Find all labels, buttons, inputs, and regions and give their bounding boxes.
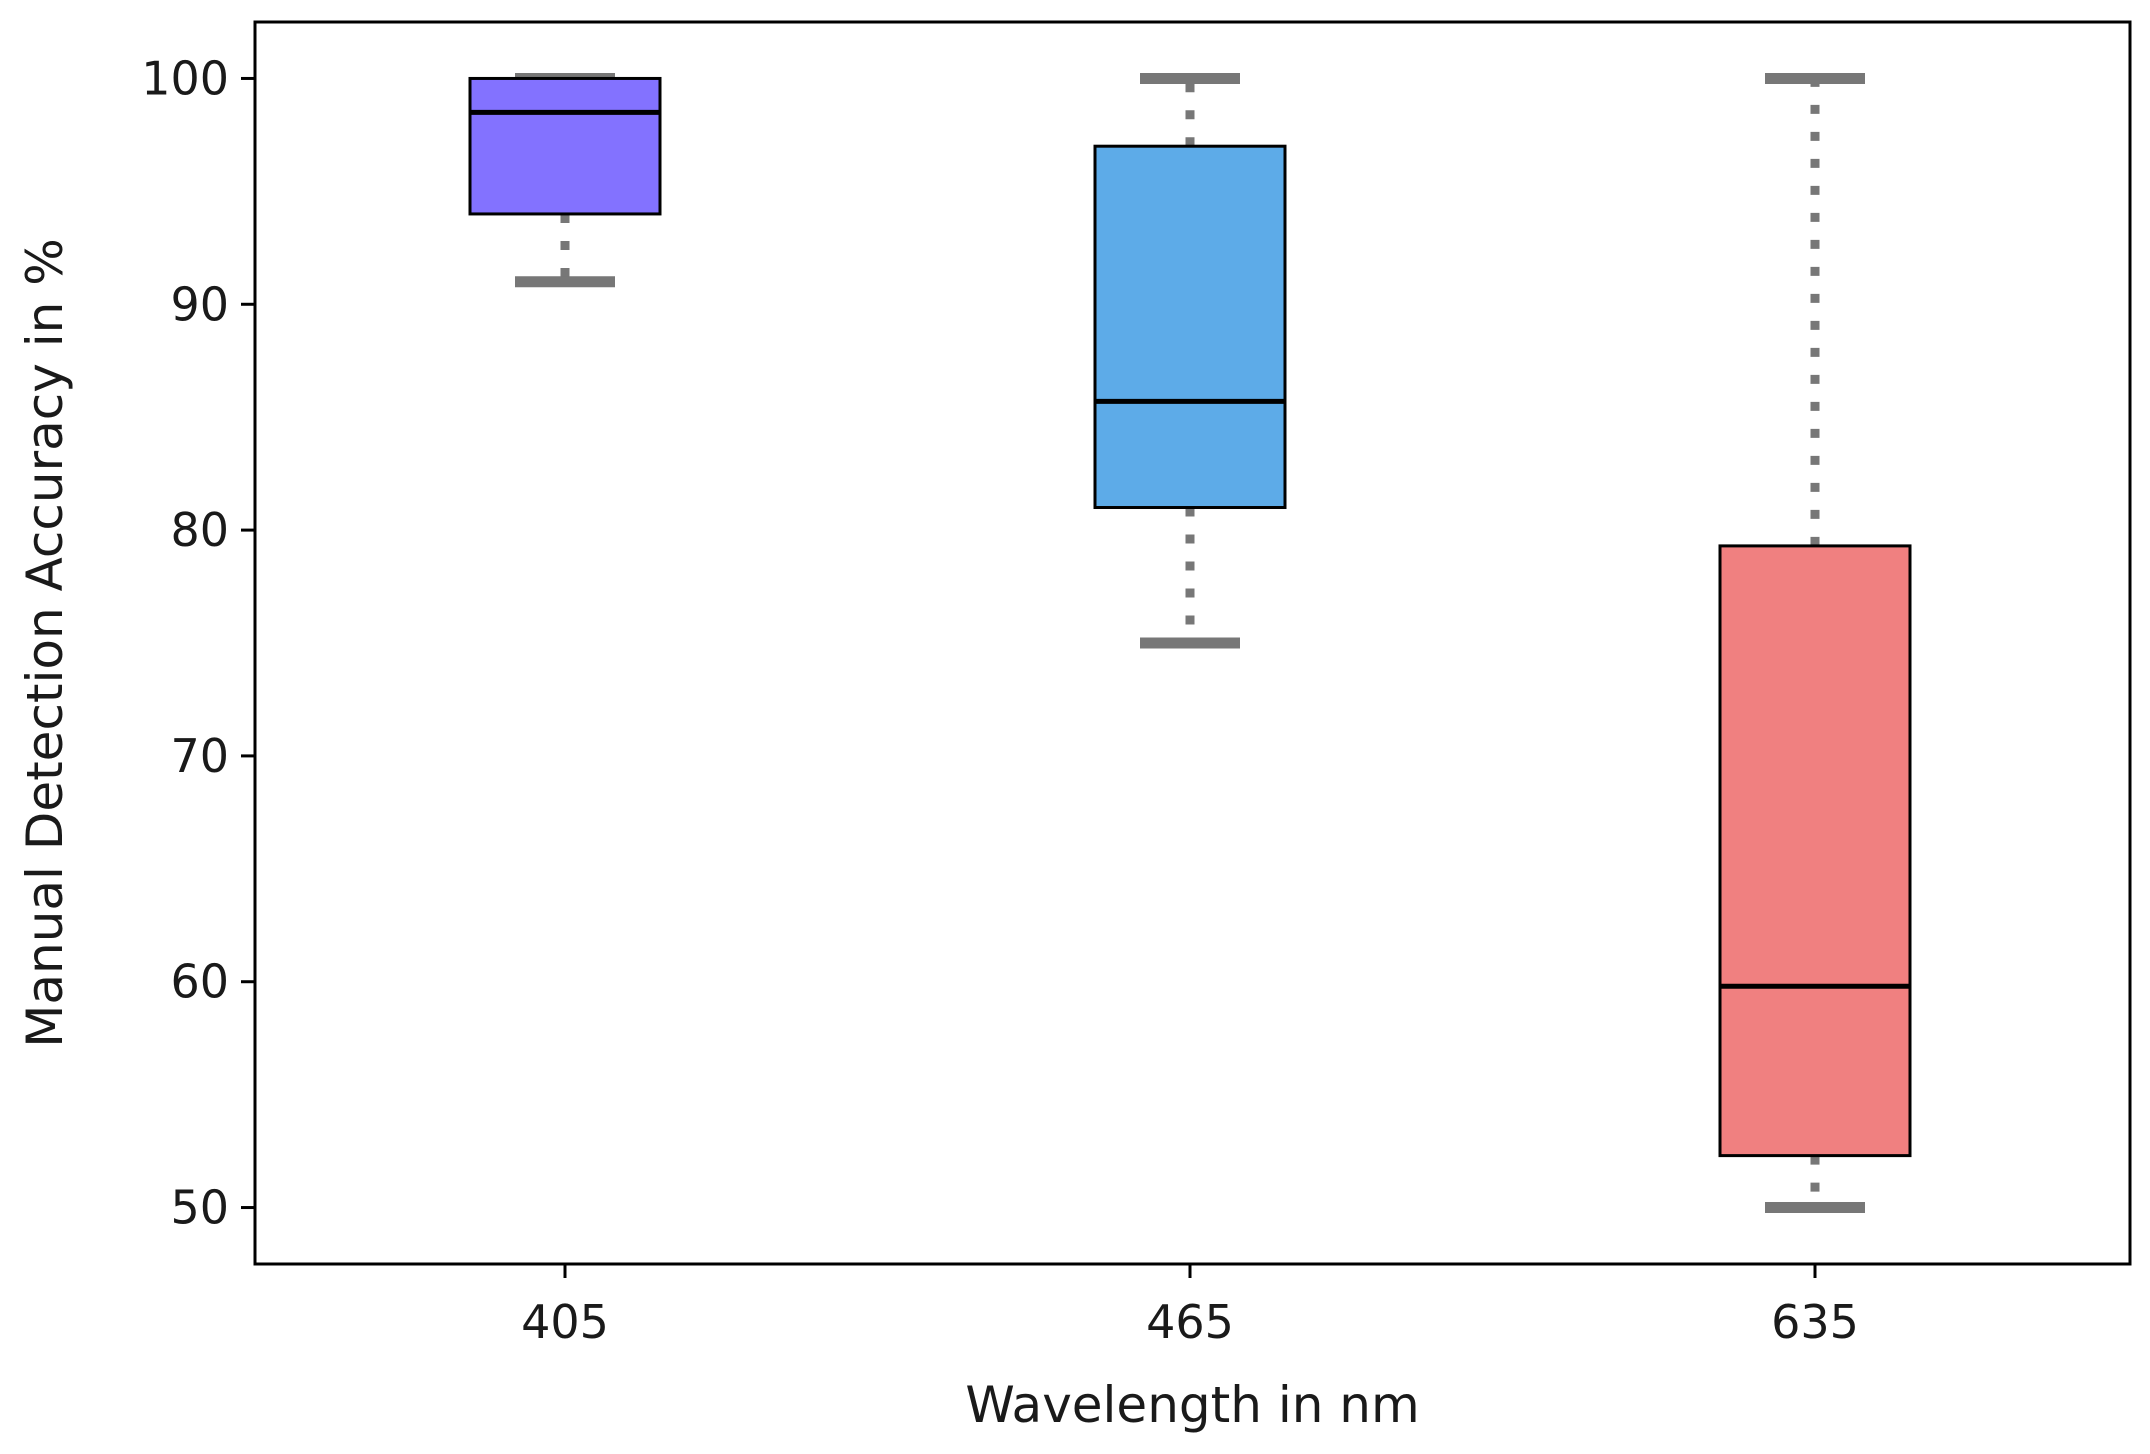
x-axis-label: Wavelength in nm	[965, 1376, 1419, 1434]
y-tick-label: 100	[141, 51, 229, 105]
y-tick-label: 90	[170, 277, 229, 331]
x-tick-label: 465	[1146, 1295, 1234, 1349]
box-465	[1093, 72, 1287, 649]
y-tick-label: 70	[170, 729, 229, 783]
plot-frame	[253, 20, 2132, 1266]
y-tick-label: 50	[170, 1181, 229, 1235]
y-tick-label: 80	[170, 503, 229, 557]
box-635	[1718, 72, 1912, 1214]
box-405	[468, 72, 662, 288]
y-tick-label: 60	[170, 955, 229, 1009]
y-axis-label: Manual Detection Accuracy in %	[16, 238, 74, 1048]
box-iqr	[1093, 144, 1287, 510]
x-tick-label: 405	[521, 1295, 609, 1349]
x-tick-label: 635	[1771, 1295, 1859, 1349]
box-iqr	[1718, 544, 1912, 1158]
box-iqr	[468, 76, 662, 216]
